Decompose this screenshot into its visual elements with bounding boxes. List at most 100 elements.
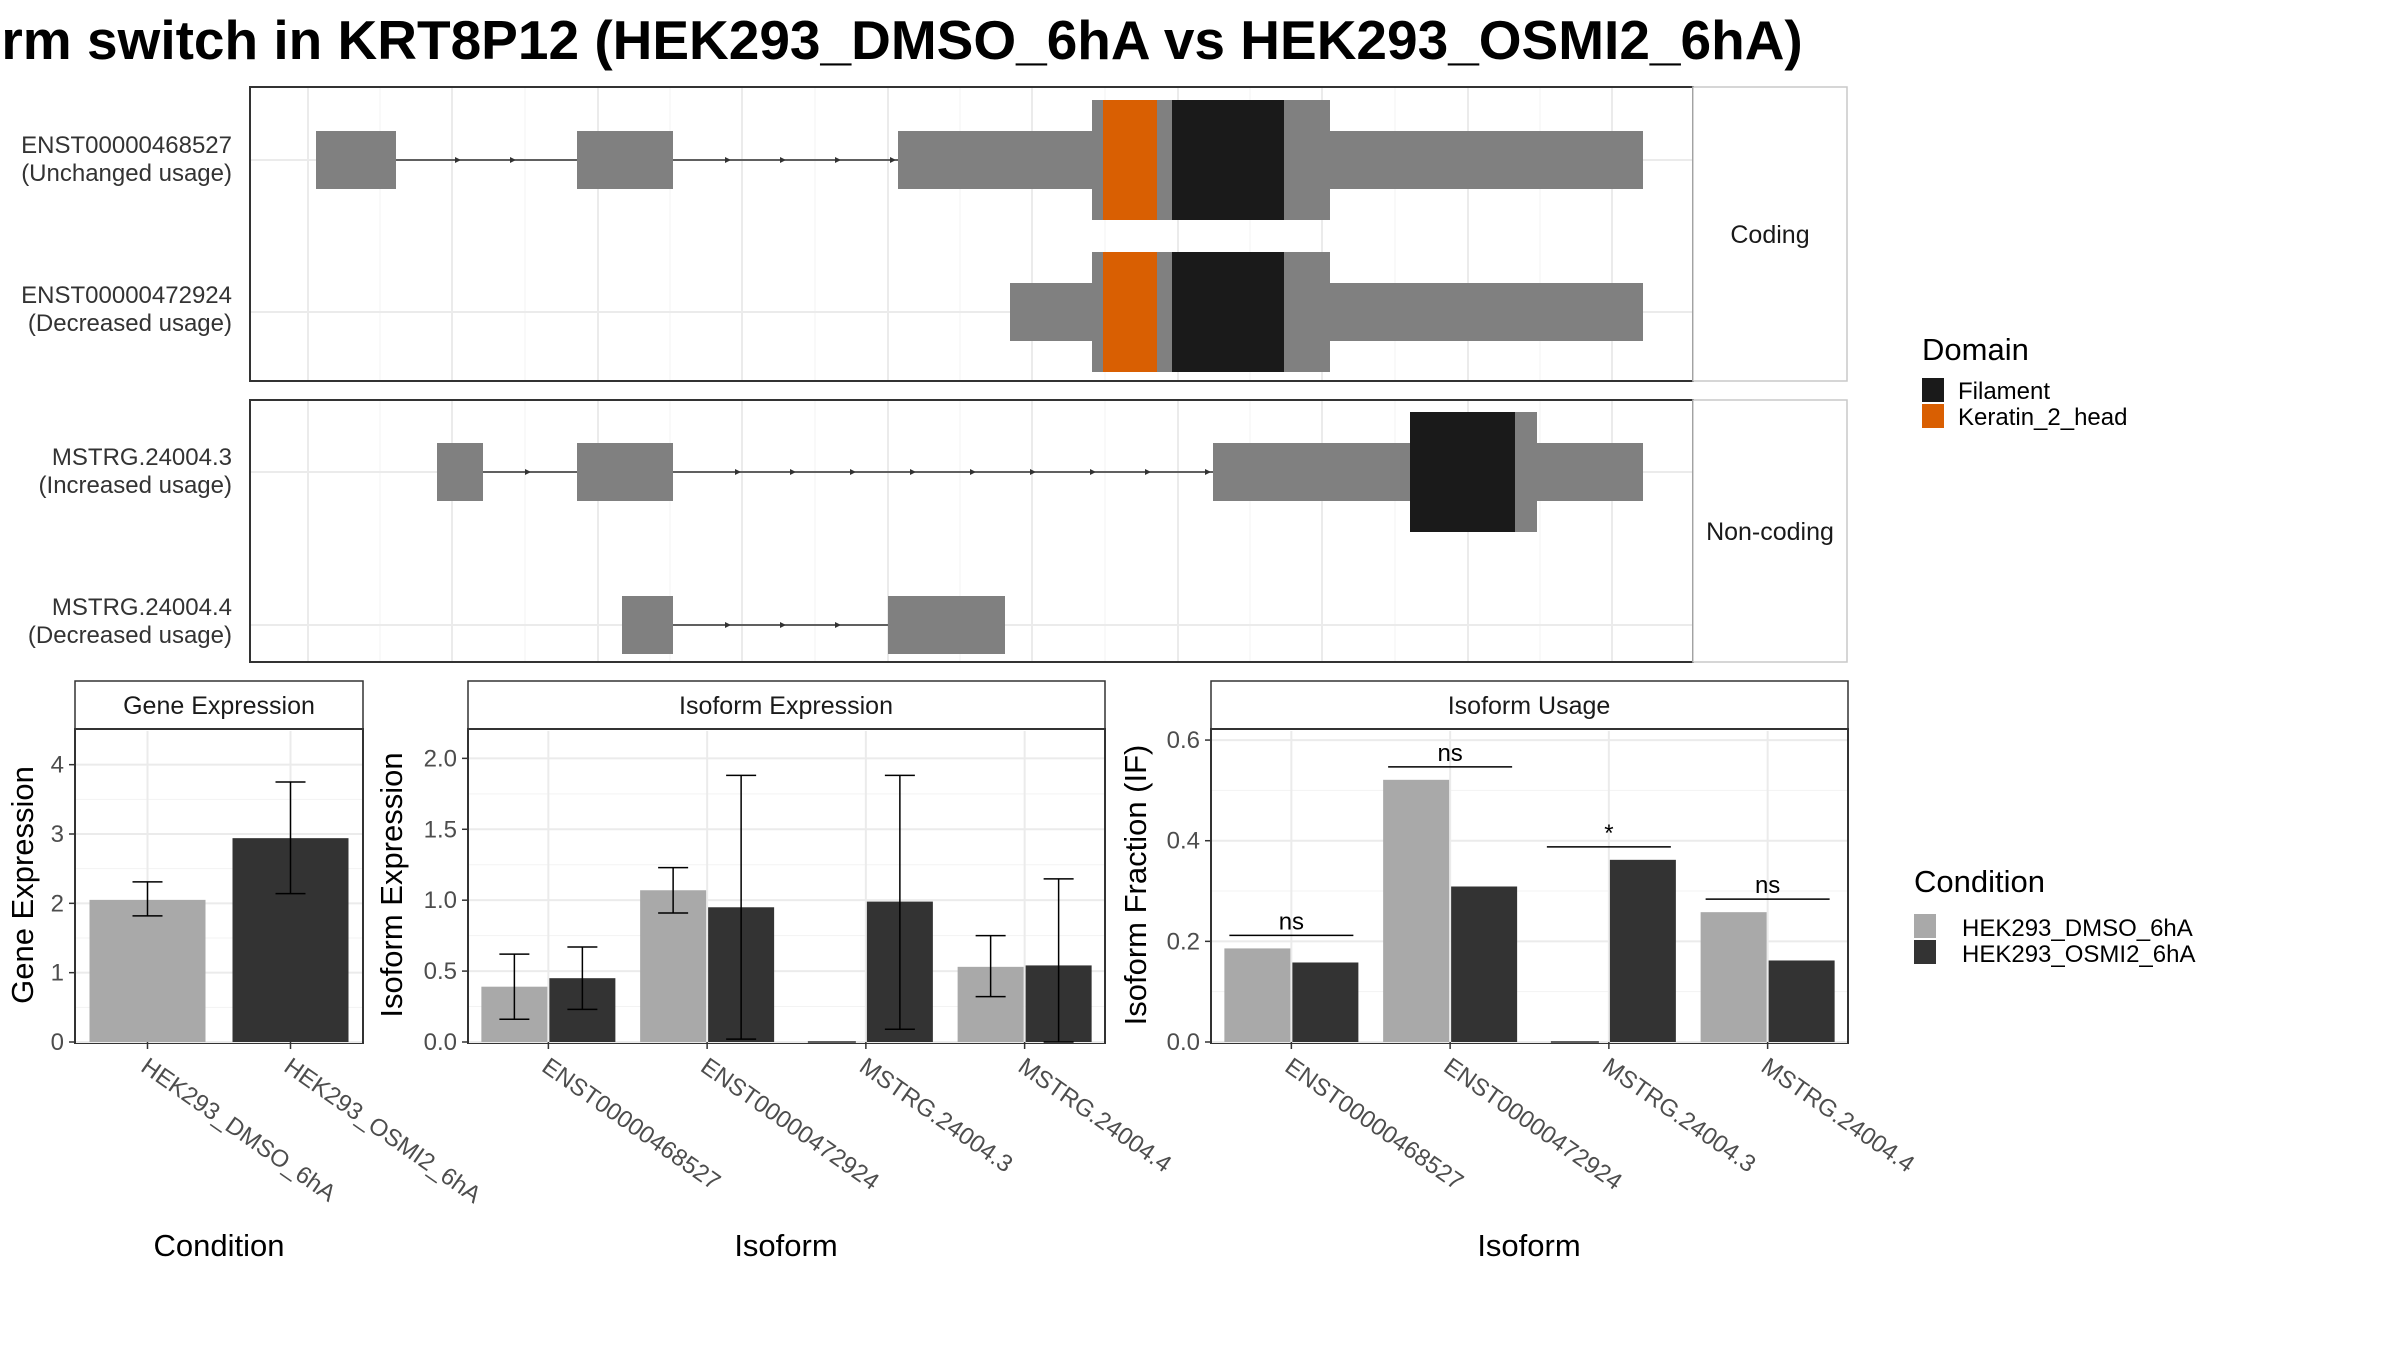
facet-label-noncoding: Non-coding	[1706, 518, 1834, 546]
y-tick-label: 0.2	[1167, 928, 1200, 955]
ie-xlabel: Isoform	[734, 1228, 837, 1263]
isoform-label-usage: (Increased usage)	[39, 472, 232, 499]
noncoding-strip	[1692, 399, 1848, 663]
keratin-2-head-domain	[1103, 252, 1157, 372]
keratin-2-head-domain	[1103, 100, 1157, 220]
intron-arrow	[1030, 469, 1036, 475]
isoform-usage-chart: Isoform Usage 0.00.20.40.6ENST0000046852…	[1118, 680, 1919, 1263]
intron-arrow	[835, 157, 841, 163]
facet-label-coding: Coding	[1730, 221, 1809, 249]
intron-arrow	[525, 469, 531, 475]
isoform-label-id: ENST00000472924	[21, 282, 232, 309]
isoform-label-usage: (Decreased usage)	[28, 622, 232, 649]
intron-arrow	[735, 469, 741, 475]
y-tick-label: 1.5	[424, 816, 457, 843]
intron-arrow	[850, 469, 856, 475]
y-tick-label: 0.6	[1167, 727, 1200, 754]
isoform-label-id: MSTRG.24004.3	[52, 444, 232, 471]
y-tick-label: 0.4	[1167, 828, 1200, 855]
x-tick-label: MSTRG.24004.3	[854, 1053, 1017, 1178]
legend-label-filament: Filament	[1958, 378, 2050, 405]
bar	[1609, 859, 1676, 1042]
intron-arrow	[1145, 469, 1151, 475]
y-tick-label: 4	[51, 752, 64, 779]
filament-domain	[1172, 252, 1284, 372]
isoform-structures	[316, 100, 1643, 654]
legend-swatch-dmso	[1914, 914, 1936, 938]
bar	[1224, 948, 1291, 1042]
filament-domain	[1410, 412, 1515, 532]
intron-arrow	[510, 157, 516, 163]
legend-swatch-filament	[1922, 378, 1944, 402]
utr-exon	[316, 131, 396, 189]
isoform-label-usage: (Unchanged usage)	[21, 160, 232, 187]
bar	[640, 890, 707, 1042]
domain-legend: Domain Filament Keratin_2_head	[1922, 332, 2127, 431]
intron-arrow	[725, 622, 731, 628]
y-tick-label: 1	[51, 960, 64, 987]
y-tick-label: 0.5	[424, 958, 457, 985]
gene-expression-chart: Gene Expression 01234HEK293_DMSO_6hAHEK2…	[5, 680, 486, 1263]
x-tick-label: MSTRG.24004.4	[1013, 1053, 1176, 1178]
intron-arrow	[780, 622, 786, 628]
strip-gene-expression: Gene Expression	[123, 692, 315, 720]
y-tick-label: 2.0	[424, 745, 457, 772]
intron-arrow	[455, 157, 461, 163]
bar	[89, 899, 206, 1042]
intron-arrow	[890, 157, 896, 163]
significance-label: ns	[1279, 908, 1304, 935]
legend-label-dmso: HEK293_DMSO_6hA	[1962, 915, 2193, 942]
figure-title: Isoform switch in KRT8P12 (HEK293_DMSO_6…	[0, 9, 1803, 71]
bar	[1768, 960, 1835, 1042]
y-tick-label: 1.0	[424, 887, 457, 914]
isoform-label-usage: (Decreased usage)	[28, 310, 232, 337]
significance-label: ns	[1437, 740, 1462, 767]
isoform-label-id: MSTRG.24004.4	[52, 594, 232, 621]
y-tick-label: 0.0	[424, 1029, 457, 1056]
exon	[888, 596, 1005, 654]
exon	[622, 596, 673, 654]
y-tick-label: 3	[51, 821, 64, 848]
exon	[577, 443, 673, 501]
ie-ylabel: Isoform Expression	[374, 752, 409, 1017]
intron-arrow	[1205, 469, 1211, 475]
significance-label: *	[1604, 820, 1613, 847]
bar	[1451, 886, 1518, 1042]
iu-ylabel: Isoform Fraction (IF)	[1118, 745, 1153, 1026]
intron-arrow	[780, 157, 786, 163]
isoform-expression-chart: Isoform Expression 0.00.51.01.52.0ENST00…	[374, 680, 1176, 1263]
filament-domain	[1172, 100, 1284, 220]
condition-legend-title: Condition	[1914, 864, 2045, 899]
intron-arrow	[790, 469, 796, 475]
strip-isoform-usage: Isoform Usage	[1448, 692, 1611, 720]
domain-legend-title: Domain	[1922, 332, 2029, 367]
legend-swatch-osmi2	[1914, 940, 1936, 964]
bar	[1700, 912, 1767, 1042]
intron-arrow	[1090, 469, 1096, 475]
significance-label: ns	[1755, 872, 1780, 899]
intron-arrow	[970, 469, 976, 475]
isoform-label-id: ENST00000468527	[21, 132, 232, 159]
structure-plot: Coding Non-coding ENST00000468527 (Uncha…	[21, 86, 1848, 663]
condition-legend: Condition HEK293_DMSO_6hA HEK293_OSMI2_6…	[1914, 864, 2195, 968]
legend-label-keratin-2-head: Keratin_2_head	[1958, 404, 2127, 431]
strip-isoform-expression: Isoform Expression	[679, 692, 893, 720]
utr-exon	[577, 131, 673, 189]
y-tick-label: 0.0	[1167, 1029, 1200, 1056]
x-tick-label: MSTRG.24004.4	[1756, 1053, 1919, 1178]
y-tick-label: 2	[51, 890, 64, 917]
intron-arrow	[835, 622, 841, 628]
legend-swatch-keratin-2-head	[1922, 404, 1944, 428]
y-tick-label: 0	[51, 1029, 64, 1056]
bar	[1292, 962, 1359, 1042]
coding-strip	[1692, 86, 1848, 382]
exon	[437, 443, 483, 501]
intron-arrow	[725, 157, 731, 163]
x-tick-label: MSTRG.24004.3	[1597, 1053, 1760, 1178]
bar	[1383, 779, 1450, 1042]
intron-arrow	[910, 469, 916, 475]
ge-xlabel: Condition	[154, 1228, 285, 1263]
legend-label-osmi2: HEK293_OSMI2_6hA	[1962, 941, 2195, 968]
iu-xlabel: Isoform	[1477, 1228, 1580, 1263]
